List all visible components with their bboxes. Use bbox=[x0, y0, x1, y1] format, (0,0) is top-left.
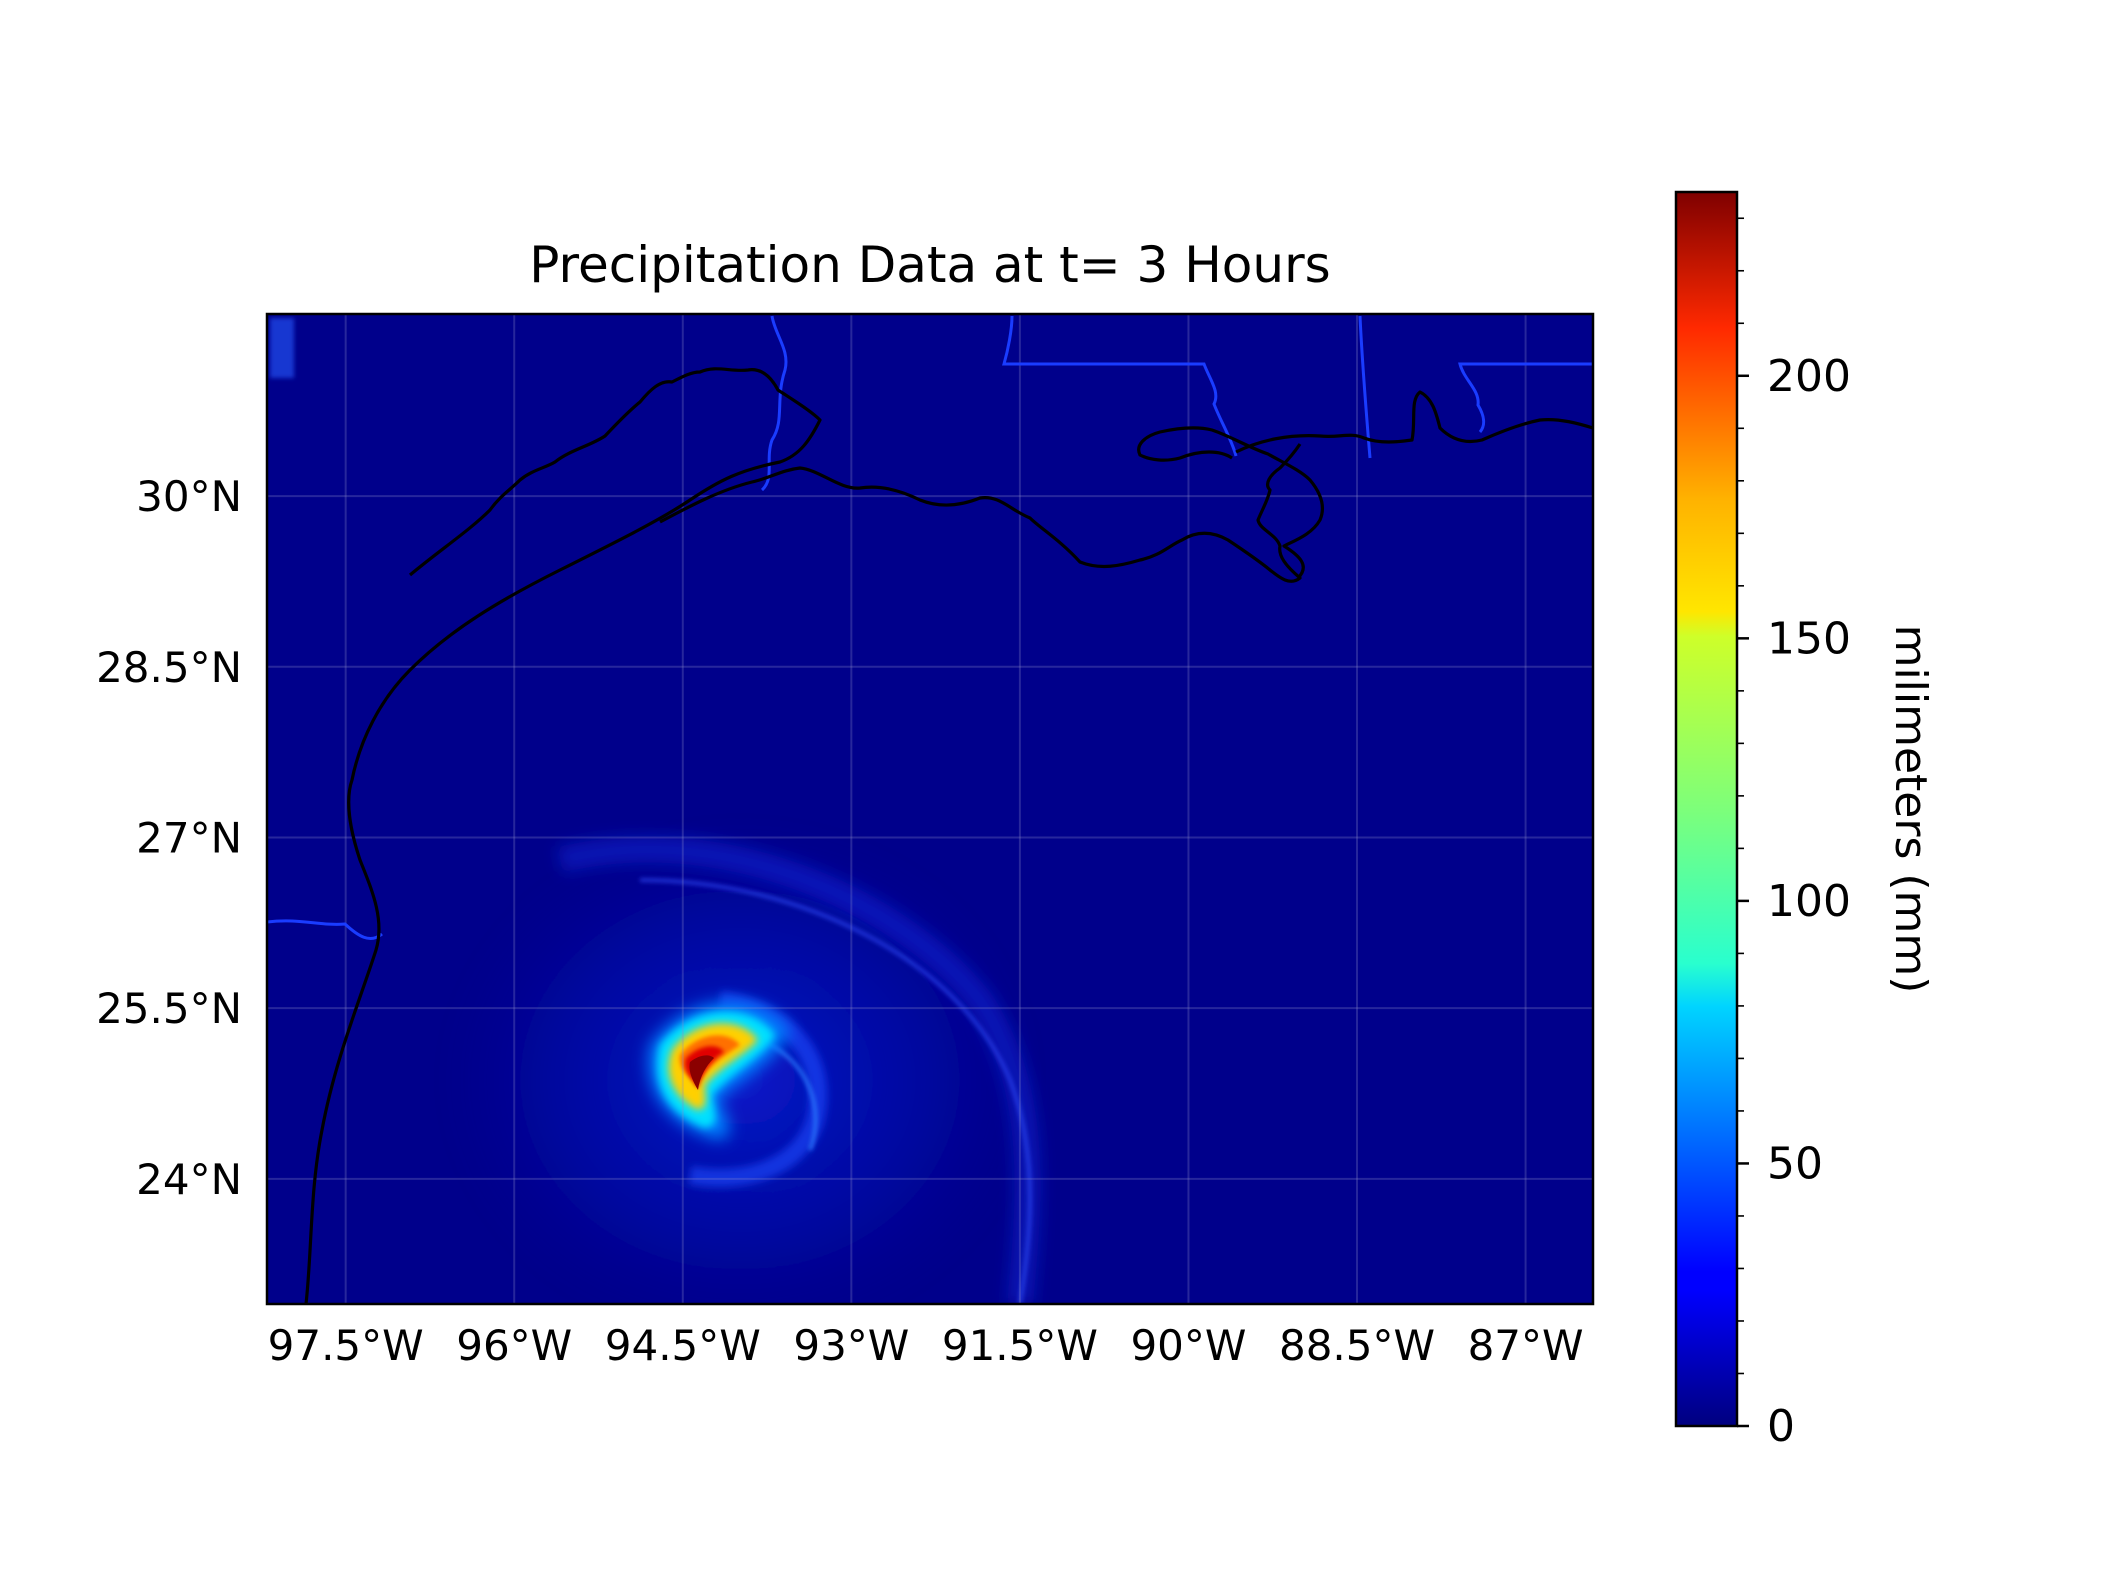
latitude-tick-labels: 30°N 28.5°N 27°N 25.5°N 24°N bbox=[96, 472, 242, 1204]
lat-tick-label: 25.5°N bbox=[96, 984, 242, 1033]
lon-tick-label: 90°W bbox=[1130, 1321, 1246, 1370]
colorbar-tick-label: 200 bbox=[1767, 351, 1851, 402]
lat-tick-label: 24°N bbox=[136, 1155, 242, 1204]
mississippi-alabama-coast bbox=[1235, 390, 1593, 454]
colorbar-label: milimeters (mm) bbox=[1885, 625, 1936, 994]
lon-tick-label: 96°W bbox=[456, 1321, 572, 1370]
colorbar-gradient bbox=[1676, 192, 1737, 1426]
colorbar: 0 50 100 150 200 milimeters (mm) bbox=[1674, 190, 1936, 1452]
lat-tick-label: 30°N bbox=[136, 472, 242, 521]
outer-rain-band bbox=[556, 836, 1041, 1304]
map-frame bbox=[265, 312, 1595, 1306]
lon-tick-label: 93°W bbox=[793, 1321, 909, 1370]
lon-tick-label: 88.5°W bbox=[1279, 1321, 1435, 1370]
lon-tick-label: 97.5°W bbox=[268, 1321, 424, 1370]
colorbar-tick-label: 150 bbox=[1767, 613, 1851, 664]
texas-mexico-border bbox=[267, 919, 383, 940]
longitude-tick-labels: 97.5°W 96°W 94.5°W 93°W 91.5°W 90°W 88.5°W 87°W bbox=[268, 1321, 1584, 1370]
texas-louisiana-border bbox=[760, 315, 788, 492]
map-panel bbox=[265, 312, 1595, 1306]
lon-tick-label: 87°W bbox=[1468, 1321, 1584, 1370]
precipitation-field bbox=[270, 318, 1041, 1304]
colorbar-tick-label: 100 bbox=[1767, 876, 1851, 927]
lat-tick-label: 28.5°N bbox=[96, 643, 242, 692]
lon-tick-label: 91.5°W bbox=[942, 1321, 1098, 1370]
louisiana-mississippi-border bbox=[1002, 315, 1238, 457]
colorbar-ticks: 0 50 100 150 200 bbox=[1737, 217, 1851, 1452]
chart-title: Precipitation Data at t= 3 Hours bbox=[529, 236, 1330, 294]
coastline bbox=[304, 367, 1593, 1304]
louisiana-delta bbox=[1137, 426, 1324, 580]
corner-rain-patch bbox=[270, 318, 294, 378]
gridlines bbox=[267, 314, 1593, 1304]
gulf-coastline bbox=[304, 367, 822, 1304]
colorbar-tick-label: 50 bbox=[1767, 1138, 1823, 1189]
lat-tick-label: 27°N bbox=[136, 813, 242, 862]
colorbar-tick-label: 0 bbox=[1767, 1401, 1795, 1452]
state-borders bbox=[267, 315, 1592, 940]
colorbar-frame bbox=[1674, 190, 1739, 1428]
mississippi-alabama-border bbox=[1358, 315, 1372, 459]
texas-upper-coast bbox=[659, 443, 1302, 583]
storm-core-darkred bbox=[689, 1055, 714, 1090]
outer-rain-band-edge bbox=[639, 878, 1032, 1304]
lon-tick-label: 94.5°W bbox=[605, 1321, 761, 1370]
alabama-florida-border bbox=[1458, 362, 1592, 433]
